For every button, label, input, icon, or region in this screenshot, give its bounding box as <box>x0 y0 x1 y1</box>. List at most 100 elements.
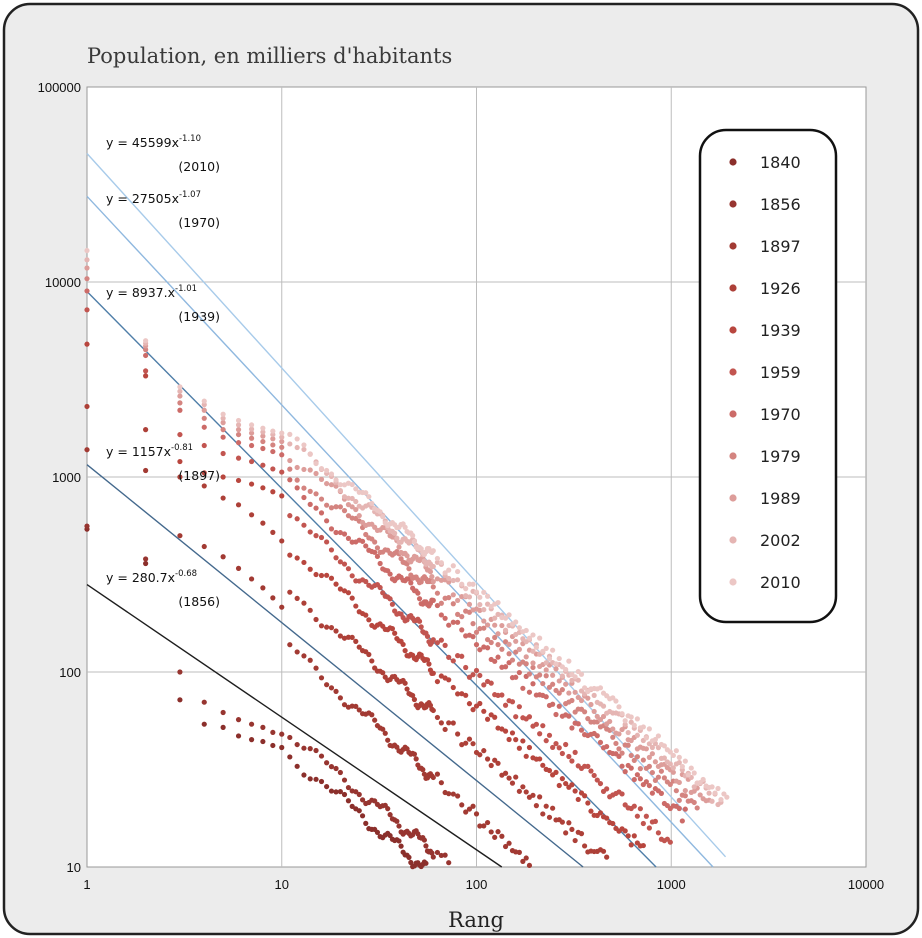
data-point-1979 <box>477 626 483 632</box>
data-point-1897 <box>420 767 426 773</box>
data-point-1959 <box>640 820 646 827</box>
data-point-1979 <box>682 793 688 799</box>
data-point-1959 <box>540 723 546 729</box>
fit-line <box>86 195 714 868</box>
data-point-2010 <box>366 494 372 500</box>
data-point-1840 <box>374 829 381 835</box>
data-point-1840 <box>294 763 300 769</box>
data-point-1979 <box>550 681 556 687</box>
data-point-2010 <box>582 685 588 691</box>
data-point-1897 <box>372 717 378 723</box>
data-point-1959 <box>143 368 149 374</box>
data-point-1979 <box>248 435 255 441</box>
data-point-2002 <box>649 744 655 751</box>
data-point-1897 <box>313 665 319 671</box>
data-point-1926 <box>349 634 355 640</box>
data-point-1939 <box>389 626 396 632</box>
data-point-2010 <box>287 431 293 437</box>
data-point-1939 <box>400 641 406 648</box>
legend-label: 1840 <box>760 153 801 172</box>
data-point-1926 <box>341 635 348 641</box>
data-point-1897 <box>318 675 325 681</box>
data-point-2010 <box>337 482 343 488</box>
data-point-1959 <box>572 749 578 755</box>
data-point-1979 <box>637 766 643 772</box>
data-point-1926 <box>201 483 207 489</box>
data-point-1970 <box>248 442 255 449</box>
data-point-1939 <box>177 458 183 465</box>
data-point-1897 <box>438 780 444 786</box>
data-point-1959 <box>594 777 600 783</box>
data-point-2010 <box>610 695 616 701</box>
data-point-2010 <box>446 567 452 573</box>
data-point-1897 <box>380 726 386 732</box>
data-point-1926 <box>333 628 339 634</box>
data-point-1970 <box>455 619 461 625</box>
data-point-1989 <box>600 713 607 720</box>
data-point-2010 <box>673 748 679 754</box>
data-point-1959 <box>270 466 276 472</box>
data-point-1989 <box>492 622 498 628</box>
data-point-1939 <box>430 670 436 676</box>
data-point-1970 <box>387 571 393 577</box>
data-point-1926 <box>260 520 266 526</box>
data-point-1979 <box>459 614 465 620</box>
data-point-1979 <box>540 680 546 687</box>
data-point-1856 <box>294 741 300 748</box>
legend-label: 1926 <box>760 279 801 298</box>
data-point-1939 <box>235 477 242 484</box>
data-point-1970 <box>446 622 452 628</box>
data-point-2010 <box>676 754 682 760</box>
data-point-1989 <box>646 754 652 760</box>
data-point-1897 <box>337 695 343 701</box>
data-point-1959 <box>537 731 543 737</box>
data-point-2010 <box>563 666 569 673</box>
data-point-1979 <box>585 716 591 722</box>
data-point-1939 <box>526 744 533 751</box>
data-point-1840 <box>398 843 404 849</box>
data-point-1959 <box>177 431 183 438</box>
data-point-1926 <box>533 803 539 809</box>
data-point-1989 <box>429 574 435 580</box>
data-point-1989 <box>455 597 461 604</box>
data-point-1989 <box>697 792 703 798</box>
data-point-1970 <box>516 669 522 676</box>
data-point-1970 <box>594 733 600 739</box>
data-point-1959 <box>513 714 519 720</box>
data-point-1926 <box>546 814 553 820</box>
data-point-2010 <box>709 784 715 790</box>
data-point-1939 <box>307 566 313 572</box>
data-point-1970 <box>279 452 285 458</box>
data-point-1926 <box>248 512 255 518</box>
data-point-1979 <box>313 491 319 497</box>
data-point-1926 <box>484 756 491 762</box>
data-point-1840 <box>423 860 429 866</box>
legend-marker-1840 <box>729 158 737 166</box>
data-point-1970 <box>434 602 441 609</box>
data-point-1926 <box>404 686 410 692</box>
data-point-1926 <box>294 595 300 601</box>
data-point-1856 <box>429 850 435 856</box>
data-point-1989 <box>477 607 483 613</box>
data-point-1939 <box>588 808 594 814</box>
data-point-2010 <box>530 632 536 638</box>
legend-label: 1959 <box>760 363 801 382</box>
data-point-1939 <box>625 833 631 839</box>
data-point-1979 <box>582 709 588 715</box>
data-point-1856 <box>446 860 452 866</box>
fit-line <box>86 584 503 868</box>
data-point-1979 <box>270 442 276 448</box>
legend-label: 1979 <box>760 447 801 466</box>
data-point-1856 <box>287 734 293 741</box>
data-point-1989 <box>201 407 207 413</box>
data-point-1897 <box>287 642 293 648</box>
data-point-2010 <box>550 647 556 653</box>
data-point-1926 <box>520 784 526 790</box>
data-point-2010 <box>294 436 300 442</box>
data-point-1926 <box>324 624 330 630</box>
data-point-1939 <box>470 707 476 713</box>
data-point-2010 <box>248 422 255 428</box>
data-point-1959 <box>556 745 562 751</box>
data-point-1840 <box>396 838 402 844</box>
data-point-1970 <box>566 713 572 719</box>
